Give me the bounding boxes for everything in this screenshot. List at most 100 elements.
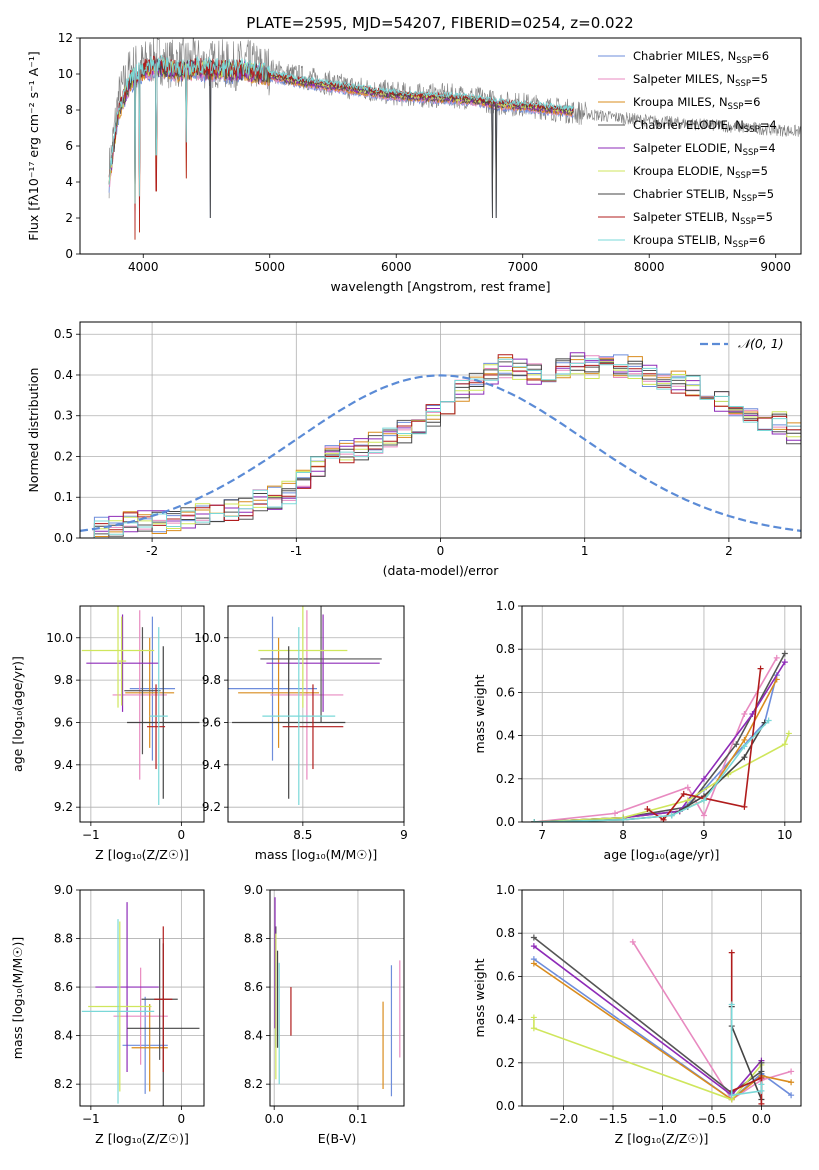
y-tick-label: 9.4: [202, 758, 221, 772]
series-line: [533, 1017, 763, 1101]
y-tick-label: 0: [65, 247, 73, 261]
errorbar-point: [131, 1004, 168, 1092]
errorbar-point: [122, 996, 168, 1094]
legend-nssp: =5: [757, 187, 774, 201]
errorbar-point: [266, 614, 380, 712]
panel-mass_weight_vs_Z: −2.0 −1.5 −1.0 −0.5 0.0 0.0 0.2 0.4 0.6 0.8 1.0 Z […: [472, 883, 802, 1146]
legend-nssp: =5: [756, 210, 773, 224]
panels: 4000 5000 6000 7000 8000 9000024681012wavelen…: [10, 31, 802, 1146]
legend-entry: Chabrier ELODIE, NSSP=4: [633, 118, 777, 135]
y-tick-label: 1.0: [496, 883, 515, 897]
y-tick-label: 9.8: [202, 673, 221, 687]
panel-mass_vs_Z: −1 0 8.2 8.4 8.6 8.8 9.0 Z [log₁₀(Z/Z☉)] mass [l…: [10, 883, 205, 1146]
series-marker: [757, 665, 764, 672]
series-marker: [758, 1059, 765, 1066]
series-marker: [612, 810, 618, 817]
y-tick-label: 9.2: [202, 800, 221, 814]
plot-area-mass_vs_Z: [80, 890, 204, 1106]
series-marker: [700, 775, 707, 782]
x-tick-label: 6000: [381, 260, 412, 274]
y-tick-label: 8.8: [54, 932, 73, 946]
y-tick-label: 0.8: [496, 926, 515, 940]
errorbar-point: [125, 637, 175, 748]
axes-frame: [79, 37, 802, 255]
y-axis-label: age [log₁₀(age/yr)]: [10, 656, 25, 772]
series-line: [534, 719, 770, 822]
legend-series-name: Salpeter ELODIE, N: [633, 141, 743, 155]
gaussian-legend-label: 𝒩(0, 1): [738, 336, 784, 351]
legend-nssp: =6: [752, 49, 769, 63]
y-tick-label: 9.2: [54, 800, 73, 814]
x-tick-label: 9: [700, 828, 708, 842]
y-tick-label: 8.4: [54, 1029, 73, 1043]
series-marker: [531, 819, 538, 822]
series-marker: [765, 717, 772, 724]
gaussian-curve: [80, 374, 801, 532]
y-tick-label: 0.4: [496, 1013, 515, 1027]
panel-age_vs_mass: 8.5 9 9.2 9.4 9.6 9.8 10.0 mass [log₁₀(M/M☉)]: [194, 605, 408, 862]
x-tick-label: 0.0: [265, 1112, 284, 1126]
y-tick-label: 9.0: [54, 883, 73, 897]
series-marker: [741, 803, 748, 810]
y-tick-label: 0.6: [496, 685, 515, 699]
series-line: [646, 668, 762, 821]
series-marker: [530, 1025, 537, 1032]
x-tick-label: −0.5: [697, 1112, 726, 1126]
x-axis-label: Z [log₁₀(Z/Z☉)]: [615, 1131, 709, 1146]
y-tick-label: 0.1: [54, 490, 73, 504]
plot-area-mass_weight_vs_age: [522, 606, 801, 822]
errorbar-point: [282, 684, 344, 770]
legend-subscript: SSP: [735, 171, 751, 181]
series-marker: [728, 1001, 735, 1008]
y-tick-label: 0.4: [54, 368, 73, 382]
y-tick-label: 9.8: [54, 673, 73, 687]
legend-subscript: SSP: [741, 194, 757, 204]
legend-subscript: SSP: [736, 56, 752, 66]
x-tick-label: −2.0: [549, 1112, 578, 1126]
series-marker: [530, 934, 537, 941]
series-marker: [684, 797, 691, 804]
panel-residuals: -2 -1 0 1 2 0.0 0.1 0.2 0.3 0.4 0.5 (data-model)/er…: [26, 321, 802, 578]
y-tick-label: 9.6: [54, 715, 73, 729]
axes-frame: [269, 889, 405, 1107]
series-marker: [741, 711, 748, 717]
x-axis-label: age [log₁₀(age/yr)]: [604, 847, 720, 862]
series-line: [533, 962, 792, 1101]
legend-series-name: Chabrier ELODIE, N: [633, 118, 744, 132]
x-tick-label: 9000: [760, 260, 791, 274]
model-line-kroupa-stelib: [108, 54, 574, 204]
legend-subscript: SSP: [744, 125, 760, 135]
legend-series-name: Salpeter STELIB, N: [633, 210, 740, 224]
errorbar-point: [124, 627, 161, 755]
x-tick-label: 1: [581, 544, 589, 558]
plot-area-mass_weight_vs_Z: [522, 890, 801, 1106]
axes-frame: [79, 889, 205, 1107]
legend-series-name: Chabrier STELIB, N: [633, 187, 741, 201]
legend-subscript: SSP: [728, 102, 744, 112]
legend-entry: Kroupa STELIB, NSSP=6: [633, 233, 765, 250]
errorbar-point: [81, 919, 155, 1104]
plot-area-residuals: [80, 322, 801, 538]
errorbar-point: [86, 614, 159, 712]
series-marker: [668, 812, 675, 819]
x-tick-label: 2: [725, 544, 733, 558]
series-marker: [785, 730, 792, 737]
y-axis-label: mass weight: [472, 674, 487, 753]
series-marker: [781, 650, 788, 657]
y-tick-label: 8.8: [244, 932, 263, 946]
y-tick-label: 10: [58, 67, 73, 81]
y-axis-label: mass weight: [472, 958, 487, 1037]
errorbar-point: [88, 921, 152, 1092]
x-tick-label: −1: [82, 1112, 100, 1126]
errorbar-point: [81, 606, 155, 708]
legend-entry: Salpeter ELODIE, NSSP=4: [633, 141, 776, 158]
legend-series-name: Kroupa STELIB, N: [633, 233, 733, 247]
legend-entry: Salpeter STELIB, NSSP=5: [633, 210, 773, 227]
legend-subscript: SSP: [743, 148, 759, 158]
x-tick-label: 0.0: [752, 1112, 771, 1126]
series-marker: [788, 1079, 795, 1086]
series-marker: [788, 1092, 795, 1099]
legend-subscript: SSP: [735, 79, 751, 89]
errorbar-point: [154, 926, 173, 1073]
